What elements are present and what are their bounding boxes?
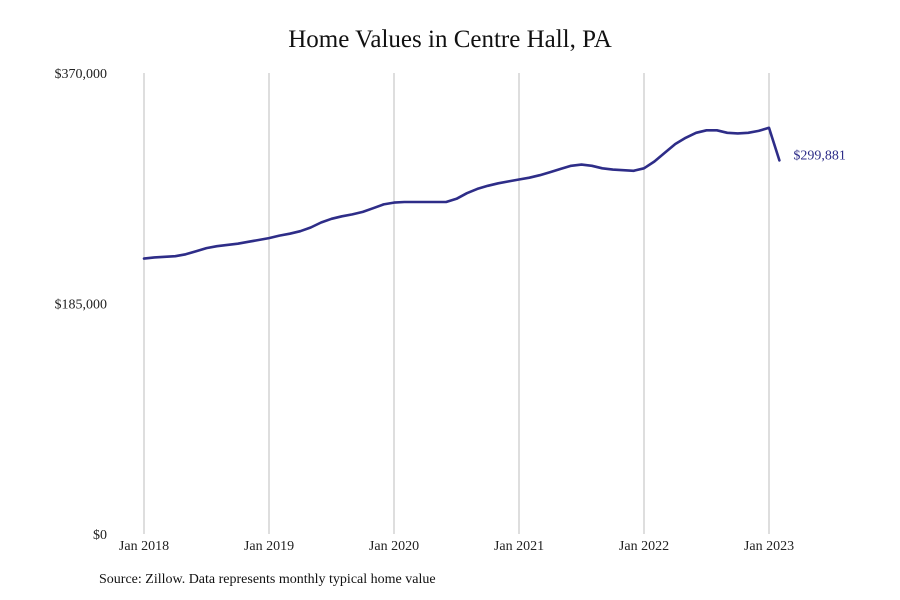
- source-note: Source: Zillow. Data represents monthly …: [99, 572, 436, 587]
- home-value-line: [142, 126, 781, 260]
- y-tick-label: $0: [93, 528, 107, 543]
- x-tick-label: Jan 2020: [369, 539, 419, 554]
- x-tick-label: Jan 2023: [744, 539, 794, 554]
- x-tick-label: Jan 2022: [619, 539, 669, 554]
- x-tick-label: Jan 2018: [119, 539, 169, 554]
- end-value-label: $299,881: [793, 148, 846, 163]
- x-tick-label: Jan 2021: [494, 539, 544, 554]
- chart-title: Home Values in Centre Hall, PA: [288, 26, 612, 53]
- y-axis: $0 $185,000 $370,000: [55, 67, 108, 543]
- x-axis: Jan 2018 Jan 2019 Jan 2020 Jan 2021 Jan 2022…: [119, 539, 794, 554]
- x-tick-label: Jan 2019: [244, 539, 294, 554]
- y-tick-label: $370,000: [55, 67, 108, 82]
- gridlines: [143, 73, 770, 534]
- y-tick-label: $185,000: [55, 298, 108, 313]
